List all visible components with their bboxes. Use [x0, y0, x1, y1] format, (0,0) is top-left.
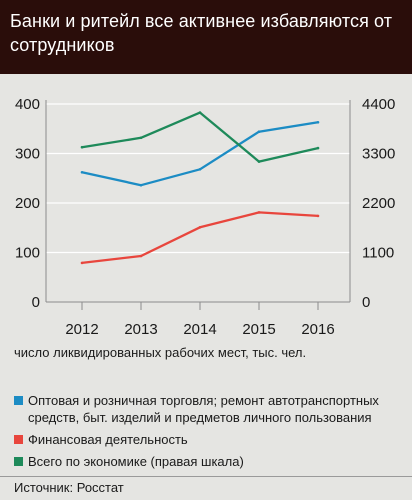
series-1-point	[139, 183, 143, 187]
line-chart: 0 100 200 300 400 0 1100 2200 3300 4400 2012 2013 20…	[15, 96, 395, 338]
left-axis-tick-label: 300	[15, 146, 40, 163]
unit-note: число ликвидированных рабочих мест, тыс.…	[14, 345, 307, 360]
series-2-point	[316, 214, 320, 218]
x-axis-tick-label: 2016	[301, 321, 334, 338]
series-1-point	[198, 168, 202, 171]
source-note: Источник: Росстат	[14, 480, 124, 495]
left-axis-tick-label: 100	[15, 245, 40, 262]
series-3-point	[139, 136, 143, 140]
x-axis-tick-label: 2013	[124, 321, 157, 338]
right-axis-tick-label: 3300	[362, 146, 395, 163]
right-axis-tick-label: 1100	[362, 245, 394, 262]
legend-item-1: Оптовая и розничная торговля; ремонт авт…	[14, 392, 410, 426]
legend: Оптовая и розничная торговля; ремонт авт…	[14, 392, 410, 475]
x-axis-tick-label: 2014	[183, 321, 216, 338]
right-axis-tick-label: 0	[362, 294, 370, 311]
legend-label: Финансовая деятельность	[28, 432, 188, 447]
legend-label: Всего по экономике (правая шкала)	[28, 454, 244, 469]
x-axis-tick-label: 2015	[242, 321, 275, 338]
legend-swatch	[14, 457, 23, 466]
footer: Источник: Росстат	[0, 476, 412, 500]
series-2-point	[257, 211, 261, 214]
legend-label: Оптовая и розничная торговля; ремонт авт…	[28, 393, 379, 425]
right-axis-tick-label: 4400	[362, 96, 395, 113]
series-3-point	[316, 146, 320, 150]
legend-item-2: Финансовая деятельность	[14, 431, 410, 448]
series-2-point	[139, 254, 143, 258]
left-axis-tick-label: 400	[15, 96, 40, 113]
series-line-3	[81, 111, 319, 163]
series-3-point	[80, 145, 84, 149]
right-axis-tick-label: 2200	[362, 195, 395, 212]
series-2-point	[198, 226, 202, 229]
series-1-point	[80, 171, 84, 174]
series-line-2	[81, 211, 319, 265]
series-1-point	[316, 121, 320, 124]
series-3-point	[198, 111, 202, 114]
series-3-point	[257, 160, 261, 163]
legend-swatch	[14, 396, 23, 405]
legend-swatch	[14, 435, 23, 444]
left-axis-tick-label: 200	[15, 195, 40, 212]
series-1-point	[257, 130, 261, 133]
left-axis-tick-label: 0	[32, 294, 40, 311]
chart-title: Банки и ритейл все активнее избавляются …	[0, 0, 412, 74]
legend-item-3: Всего по экономике (правая шкала)	[14, 453, 410, 470]
series-2-point	[80, 261, 84, 265]
x-axis-tick-label: 2012	[65, 321, 98, 338]
